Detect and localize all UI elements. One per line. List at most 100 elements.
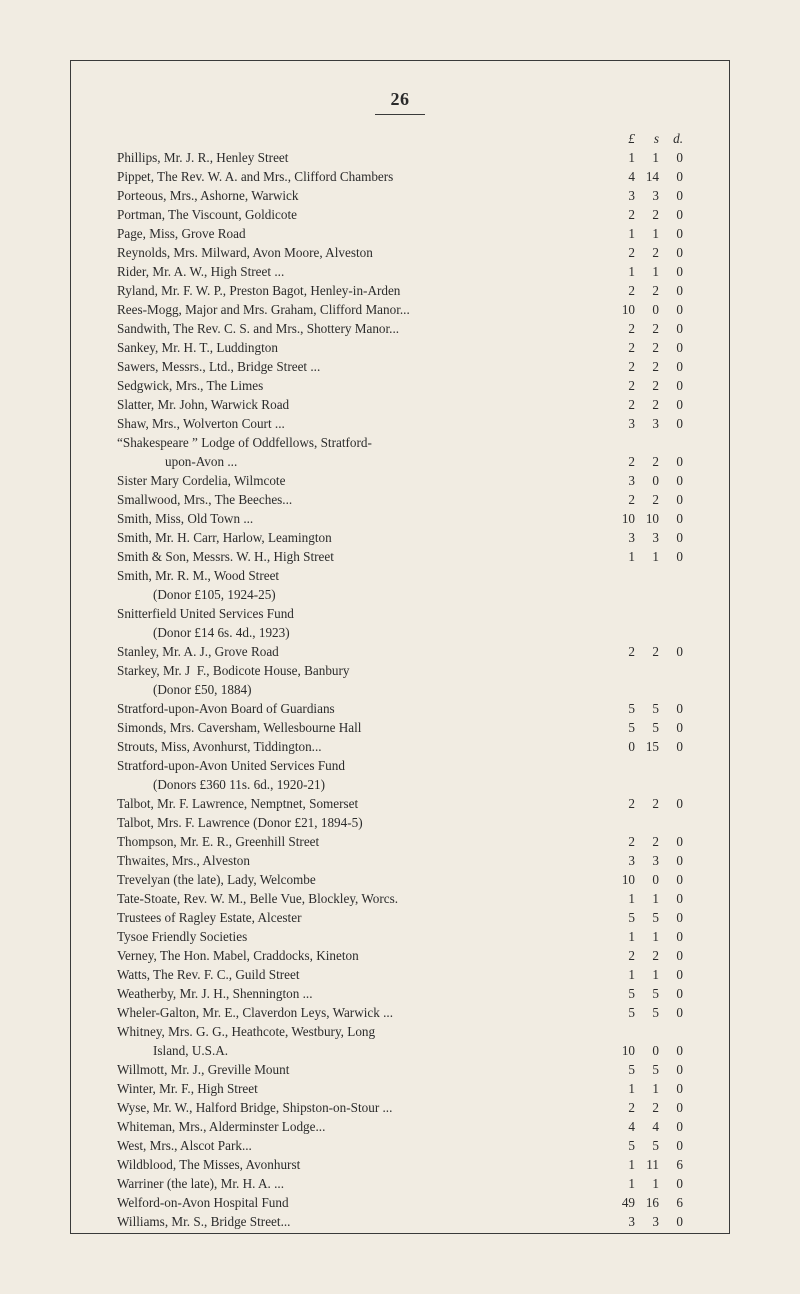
ledger-row: Slatter, Mr. John, Warwick Road220 <box>117 395 683 414</box>
ledger-row: Wyse, Mr. W., Halford Bridge, Shipston-o… <box>117 1098 683 1117</box>
amount-pence: 0 <box>659 319 683 338</box>
entry-name: Tysoe Friendly Societies <box>117 927 611 946</box>
header-spacer <box>117 129 611 148</box>
entry-name: Warriner (the late), Mr. H. A. ... <box>117 1174 611 1193</box>
ledger-row: Page, Miss, Grove Road110 <box>117 224 683 243</box>
amount-pence: 0 <box>659 1174 683 1193</box>
entry-name: “Shakespeare ” Lodge of Oddfellows, Stra… <box>117 433 611 452</box>
entry-name: Portman, The Viscount, Goldicote <box>117 205 611 224</box>
ledger-row: Wildblood, The Misses, Avonhurst1116 <box>117 1155 683 1174</box>
entry-name: Phillips, Mr. J. R., Henley Street <box>117 148 611 167</box>
amount-pounds: 5 <box>611 718 635 737</box>
entry-name: Island, U.S.A. <box>117 1041 611 1060</box>
ledger-row: Starkey, Mr. J F., Bodicote House, Banbu… <box>117 661 683 680</box>
amount-pounds: 5 <box>611 1003 635 1022</box>
amount-pence: 0 <box>659 946 683 965</box>
amount-shillings: 16 <box>635 1193 659 1212</box>
entry-name: Whiteman, Mrs., Alderminster Lodge... <box>117 1117 611 1136</box>
amount-shillings: 1 <box>635 889 659 908</box>
amount-pence: 0 <box>659 262 683 281</box>
entry-name: Sister Mary Cordelia, Wilmcote <box>117 471 611 490</box>
amount-shillings: 2 <box>635 395 659 414</box>
amount-pence: 0 <box>659 395 683 414</box>
ledger-row: Stanley, Mr. A. J., Grove Road220 <box>117 642 683 661</box>
entry-name: Snitterfield United Services Fund <box>117 604 611 623</box>
amount-pounds: 1 <box>611 148 635 167</box>
amount-pounds: 2 <box>611 832 635 851</box>
entry-name: (Donor £105, 1924-25) <box>117 585 611 604</box>
amount-pounds: 3 <box>611 528 635 547</box>
ledger-row: upon-Avon ...220 <box>117 452 683 471</box>
amount-shillings: 1 <box>635 547 659 566</box>
amount-pounds: 4 <box>611 1117 635 1136</box>
amount-pounds: 3 <box>611 186 635 205</box>
ledger-row: Reynolds, Mrs. Milward, Avon Moore, Alve… <box>117 243 683 262</box>
amount-shillings: 2 <box>635 832 659 851</box>
amount-pence: 0 <box>659 851 683 870</box>
ledger-row: Talbot, Mrs. F. Lawrence (Donor £21, 189… <box>117 813 683 832</box>
amount-pence: 0 <box>659 1079 683 1098</box>
ledger-row: Simonds, Mrs. Caversham, Wellesbourne Ha… <box>117 718 683 737</box>
ledger-row: (Donors £360 11s. 6d., 1920-21) <box>117 775 683 794</box>
amount-pounds: 1 <box>611 1079 635 1098</box>
amount-shillings: 10 <box>635 509 659 528</box>
amount-pence: 0 <box>659 889 683 908</box>
ledger-row: Weatherby, Mr. J. H., Shennington ...550 <box>117 984 683 1003</box>
amount-pence: 0 <box>659 148 683 167</box>
amount-pence: 0 <box>659 509 683 528</box>
amount-shillings: 2 <box>635 794 659 813</box>
entry-name: Trevelyan (the late), Lady, Welcombe <box>117 870 611 889</box>
ledger-row: Sawers, Messrs., Ltd., Bridge Street ...… <box>117 357 683 376</box>
amount-shillings: 2 <box>635 319 659 338</box>
page-frame: 2 6 £ s d. Phillips, Mr. J. R., Henley St… <box>70 60 730 1234</box>
page-divider <box>375 114 425 115</box>
ledger-row: Winter, Mr. F., High Street110 <box>117 1079 683 1098</box>
amount-pence: 0 <box>659 300 683 319</box>
ledger-row: Phillips, Mr. J. R., Henley Street110 <box>117 148 683 167</box>
ledger-row: Ryland, Mr. F. W. P., Preston Bagot, Hen… <box>117 281 683 300</box>
amount-pence: 0 <box>659 699 683 718</box>
amount-pounds: 5 <box>611 699 635 718</box>
entry-name: Smith, Mr. H. Carr, Harlow, Leamington <box>117 528 611 547</box>
ledger-row: Pippet, The Rev. W. A. and Mrs., Cliffor… <box>117 167 683 186</box>
amount-shillings: 2 <box>635 338 659 357</box>
entry-name: Watts, The Rev. F. C., Guild Street <box>117 965 611 984</box>
entry-name: Sawers, Messrs., Ltd., Bridge Street ... <box>117 357 611 376</box>
entry-name: Starkey, Mr. J F., Bodicote House, Banbu… <box>117 661 611 680</box>
amount-shillings: 5 <box>635 1136 659 1155</box>
col-pounds: £ <box>611 129 635 148</box>
ledger: £ s d. Phillips, Mr. J. R., Henley Stree… <box>117 129 683 1231</box>
amount-pounds: 1 <box>611 889 635 908</box>
entry-name: Wyse, Mr. W., Halford Bridge, Shipston-o… <box>117 1098 611 1117</box>
amount-shillings: 1 <box>635 965 659 984</box>
entry-name: Talbot, Mrs. F. Lawrence (Donor £21, 189… <box>117 813 611 832</box>
entry-name: Winter, Mr. F., High Street <box>117 1079 611 1098</box>
ledger-row: Wheler-Galton, Mr. E., Claverdon Leys, W… <box>117 1003 683 1022</box>
amount-pounds: 5 <box>611 1060 635 1079</box>
entry-name: Shaw, Mrs., Wolverton Court ... <box>117 414 611 433</box>
entry-name: (Donor £14 6s. 4d., 1923) <box>117 623 611 642</box>
entry-name: Rees-Mogg, Major and Mrs. Graham, Cliffo… <box>117 300 611 319</box>
amount-pence: 0 <box>659 1212 683 1231</box>
ledger-rows: Phillips, Mr. J. R., Henley Street110Pip… <box>117 148 683 1231</box>
amount-pence: 0 <box>659 1117 683 1136</box>
entry-name: Talbot, Mr. F. Lawrence, Nemptnet, Somer… <box>117 794 611 813</box>
amount-pence: 0 <box>659 965 683 984</box>
entry-name: Welford-on-Avon Hospital Fund <box>117 1193 611 1212</box>
amount-shillings: 3 <box>635 186 659 205</box>
ledger-row: Welford-on-Avon Hospital Fund49166 <box>117 1193 683 1212</box>
entry-name: Smith, Mr. R. M., Wood Street <box>117 566 611 585</box>
amount-pence: 0 <box>659 718 683 737</box>
amount-shillings: 0 <box>635 471 659 490</box>
amount-pence: 0 <box>659 205 683 224</box>
amount-pence: 6 <box>659 1193 683 1212</box>
entry-name: Smallwood, Mrs., The Beeches... <box>117 490 611 509</box>
amount-pounds: 49 <box>611 1193 635 1212</box>
amount-shillings: 2 <box>635 452 659 471</box>
amount-pounds: 10 <box>611 300 635 319</box>
amount-pence: 0 <box>659 1098 683 1117</box>
amount-pounds: 1 <box>611 1155 635 1174</box>
amount-pence: 0 <box>659 870 683 889</box>
ledger-row: Verney, The Hon. Mabel, Craddocks, Kinet… <box>117 946 683 965</box>
ledger-row: Thompson, Mr. E. R., Greenhill Street220 <box>117 832 683 851</box>
